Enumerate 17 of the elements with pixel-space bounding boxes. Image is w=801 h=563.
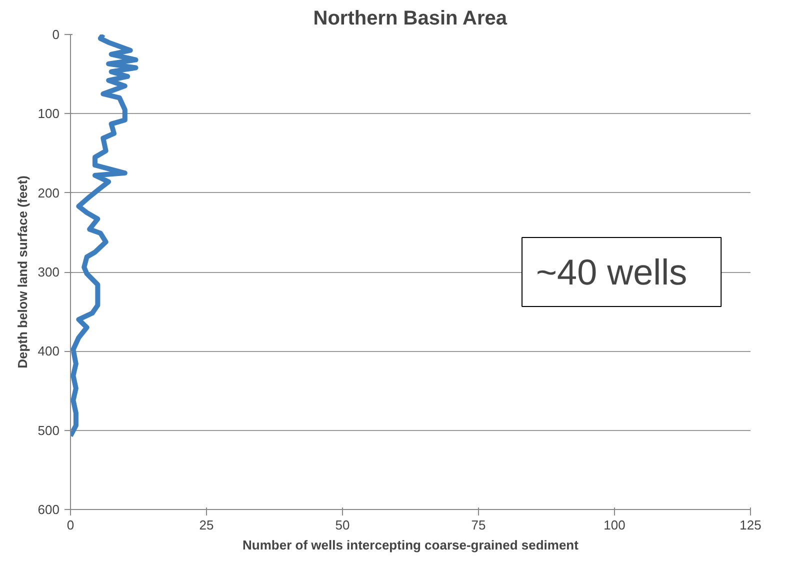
x-tick-label: 100 bbox=[604, 518, 626, 532]
y-tick-label: 600 bbox=[38, 502, 60, 517]
x-tick-label: 0 bbox=[66, 518, 74, 532]
y-tick-label: 200 bbox=[38, 185, 60, 200]
x-axis-title: Number of wells intercepting coarse-grained sediment bbox=[242, 538, 580, 552]
y-tick-label: 100 bbox=[38, 106, 60, 122]
y-tick-label: 0 bbox=[52, 27, 60, 42]
y-tick-label: 400 bbox=[38, 344, 60, 359]
y-axis-title: Depth below land surface (feet) bbox=[14, 176, 30, 368]
annotation: ~40 wells bbox=[536, 252, 688, 292]
chart-title: Northern Basin Area bbox=[313, 8, 508, 30]
x-tick-label: 125 bbox=[740, 518, 762, 532]
y-tick-label: 300 bbox=[38, 264, 60, 280]
x-tick-label: 25 bbox=[199, 518, 214, 532]
x-tick-label: 75 bbox=[471, 518, 486, 532]
y-tick-label: 500 bbox=[38, 422, 60, 438]
x-tick-label: 50 bbox=[335, 518, 350, 532]
